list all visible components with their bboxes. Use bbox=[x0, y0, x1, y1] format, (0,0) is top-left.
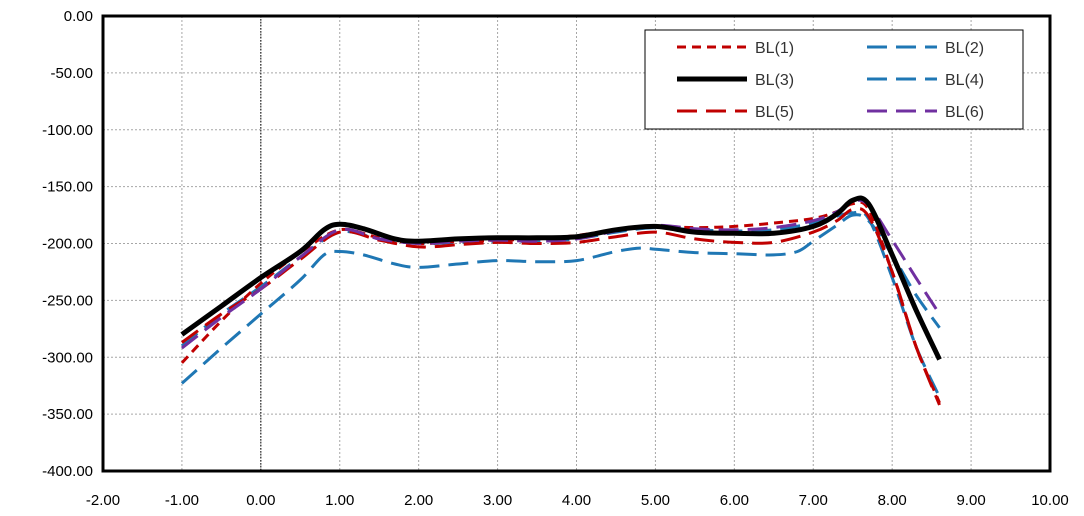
x-tick-label: 0.00 bbox=[246, 492, 275, 509]
legend-label: BL(4) bbox=[945, 72, 984, 89]
legend-label: BL(6) bbox=[945, 104, 984, 121]
legend-label: BL(1) bbox=[755, 40, 794, 57]
x-tick-label: 5.00 bbox=[641, 492, 670, 509]
series-line-bl5 bbox=[181, 206, 941, 406]
x-tick-label: 9.00 bbox=[956, 492, 985, 509]
x-tick-label: 2.00 bbox=[404, 492, 433, 509]
x-tick-label: 4.00 bbox=[562, 492, 591, 509]
legend-label: BL(5) bbox=[755, 104, 794, 121]
legend-label: BL(3) bbox=[755, 72, 794, 89]
grid-lines bbox=[103, 16, 1050, 471]
x-tick-label: -1.00 bbox=[165, 492, 199, 509]
x-tick-label: 1.00 bbox=[325, 492, 354, 509]
x-tick-label: 8.00 bbox=[878, 492, 907, 509]
y-tick-label: -150.00 bbox=[42, 179, 93, 196]
y-tick-label: -350.00 bbox=[42, 406, 93, 423]
x-tick-label: 3.00 bbox=[483, 492, 512, 509]
y-tick-label: -300.00 bbox=[42, 349, 93, 366]
x-tick-label: 10.00 bbox=[1031, 492, 1069, 509]
legend: BL(1) BL(2) BL(3) BL(4) BL(5) BL(6) bbox=[644, 29, 1024, 130]
series-line-bl3 bbox=[180, 195, 942, 361]
legend-label: BL(2) bbox=[945, 40, 984, 57]
y-tick-label: -200.00 bbox=[42, 236, 93, 253]
x-tick-label: 7.00 bbox=[799, 492, 828, 509]
x-axis-tick-labels: -2.00 -1.00 0.00 1.00 2.00 3.00 4.00 5.00 6.00 7.… bbox=[86, 492, 1069, 509]
y-tick-label: 0.00 bbox=[64, 8, 93, 25]
series-lines bbox=[180, 195, 942, 406]
series-line-bl4 bbox=[180, 213, 941, 385]
y-tick-label: -100.00 bbox=[42, 122, 93, 139]
y-tick-label: -400.00 bbox=[42, 463, 93, 480]
x-tick-label: -2.00 bbox=[86, 492, 120, 509]
x-tick-label: 6.00 bbox=[720, 492, 749, 509]
y-tick-label: -250.00 bbox=[42, 292, 93, 309]
y-tick-label: -50.00 bbox=[50, 65, 93, 82]
plot-area-frame bbox=[101, 14, 1052, 473]
y-axis-tick-labels: 0.00 -50.00 -100.00 -150.00 -200.00 -250.00 -3… bbox=[42, 8, 93, 480]
